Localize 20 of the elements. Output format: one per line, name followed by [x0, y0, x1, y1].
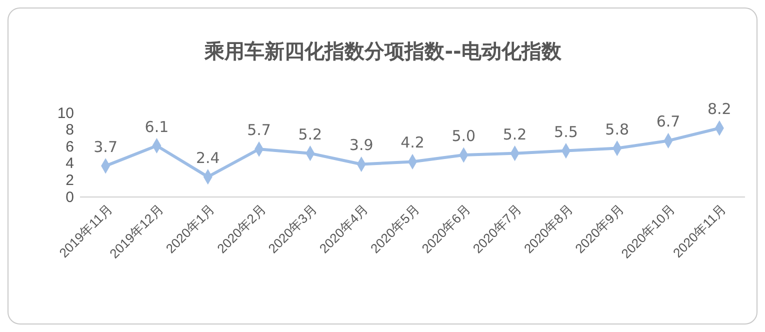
data-label: 5.8 [605, 120, 630, 138]
data-label: 8.2 [707, 100, 732, 118]
data-label: 6.7 [656, 112, 680, 131]
y-tick-label: 0 [66, 188, 74, 206]
y-tick-label: 10 [57, 104, 74, 122]
data-label: 5.2 [298, 125, 322, 144]
data-label: 3.7 [94, 138, 118, 156]
y-tick-label: 6 [66, 138, 74, 156]
data-label: 5.7 [247, 121, 271, 140]
y-tick-label: 8 [66, 122, 74, 139]
data-label: 6.1 [144, 118, 169, 136]
data-label: 5.0 [452, 127, 476, 145]
data-label: 5.2 [502, 125, 527, 144]
chart-title: 乘用车新四化指数分项指数--电动化指数 [204, 39, 562, 63]
data-label: 2.4 [196, 148, 220, 167]
data-label: 3.9 [349, 136, 374, 154]
y-tick-label: 4 [66, 155, 74, 172]
y-tick-label: 2 [66, 172, 74, 189]
data-label: 5.5 [554, 122, 578, 141]
data-label: 4.2 [400, 134, 424, 152]
